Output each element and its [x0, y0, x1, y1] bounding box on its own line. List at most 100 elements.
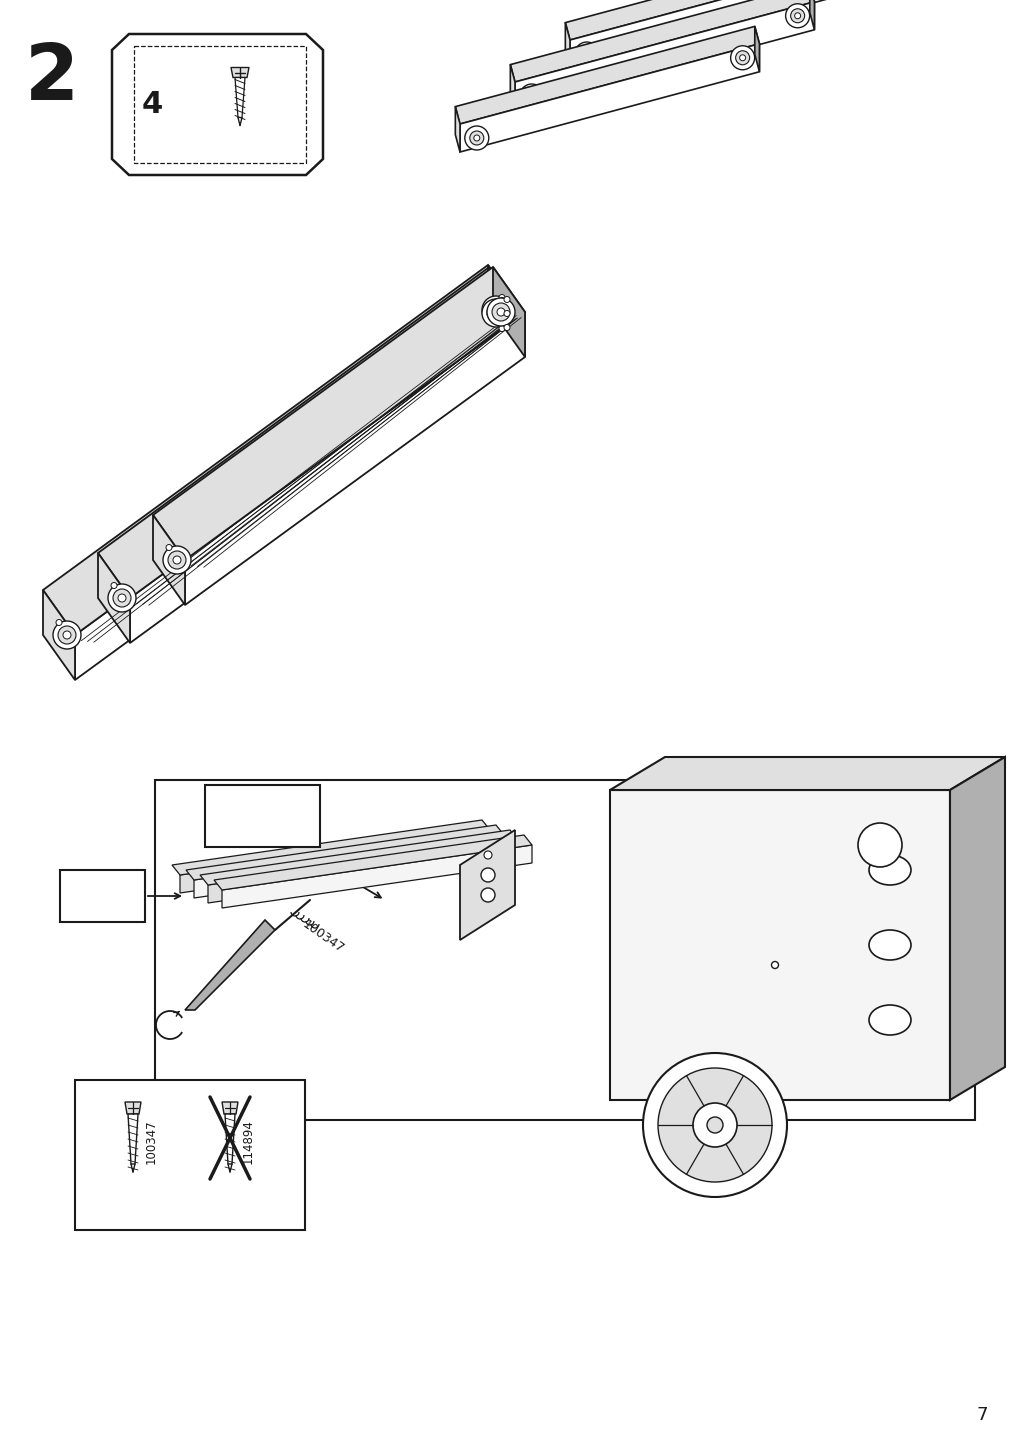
Circle shape: [790, 9, 804, 23]
Polygon shape: [809, 0, 814, 30]
Polygon shape: [153, 266, 525, 560]
Circle shape: [498, 298, 504, 304]
Text: 100347: 100347: [299, 918, 346, 957]
Circle shape: [583, 52, 589, 57]
Polygon shape: [455, 26, 758, 125]
Circle shape: [480, 888, 494, 902]
Circle shape: [58, 626, 76, 644]
Polygon shape: [180, 831, 489, 894]
Circle shape: [857, 823, 901, 866]
Polygon shape: [754, 26, 758, 72]
Text: CR: CR: [200, 871, 219, 885]
Polygon shape: [492, 266, 525, 357]
Polygon shape: [125, 1103, 141, 1114]
Polygon shape: [235, 77, 245, 117]
Circle shape: [739, 54, 745, 60]
Polygon shape: [185, 312, 525, 604]
Circle shape: [498, 322, 504, 328]
Circle shape: [579, 47, 593, 62]
Text: CR: CR: [80, 882, 125, 911]
Ellipse shape: [868, 855, 910, 885]
Circle shape: [481, 299, 510, 326]
Circle shape: [642, 1053, 787, 1197]
Circle shape: [53, 621, 81, 649]
Bar: [60, 871, 145, 922]
Polygon shape: [129, 314, 520, 643]
Circle shape: [166, 544, 172, 550]
Polygon shape: [112, 34, 323, 175]
Polygon shape: [515, 1, 814, 110]
Polygon shape: [487, 268, 520, 358]
Circle shape: [491, 304, 510, 321]
Polygon shape: [42, 590, 75, 680]
Bar: [75, 1080, 304, 1230]
Ellipse shape: [868, 929, 910, 959]
Text: 9x: 9x: [244, 799, 280, 828]
Polygon shape: [455, 106, 460, 152]
Circle shape: [496, 308, 504, 316]
Polygon shape: [75, 309, 520, 680]
Polygon shape: [200, 831, 518, 885]
Polygon shape: [949, 758, 1004, 1100]
Circle shape: [770, 961, 777, 968]
Polygon shape: [185, 919, 275, 1010]
Text: 100347: 100347: [236, 828, 288, 842]
Circle shape: [168, 551, 186, 569]
Circle shape: [464, 126, 488, 150]
Circle shape: [108, 584, 135, 611]
Circle shape: [735, 50, 749, 64]
Circle shape: [118, 594, 126, 601]
Circle shape: [486, 301, 504, 319]
Text: 100347: 100347: [145, 1120, 158, 1164]
Circle shape: [113, 589, 130, 607]
Circle shape: [574, 42, 599, 66]
Circle shape: [693, 1103, 736, 1147]
Circle shape: [794, 13, 800, 19]
Circle shape: [163, 546, 191, 574]
Polygon shape: [460, 44, 758, 152]
Circle shape: [63, 632, 71, 639]
Polygon shape: [153, 516, 185, 604]
Polygon shape: [487, 265, 520, 355]
Polygon shape: [569, 0, 868, 67]
Circle shape: [56, 620, 62, 626]
Polygon shape: [213, 835, 532, 891]
Circle shape: [486, 304, 504, 322]
Bar: [205, 785, 319, 846]
Circle shape: [480, 868, 494, 882]
Circle shape: [525, 89, 538, 103]
Circle shape: [707, 1117, 722, 1133]
Text: 114894: 114894: [242, 1120, 255, 1164]
Polygon shape: [221, 1103, 238, 1114]
Polygon shape: [98, 268, 520, 599]
Circle shape: [498, 295, 504, 301]
Polygon shape: [510, 0, 814, 82]
Polygon shape: [460, 831, 515, 939]
Polygon shape: [610, 758, 1004, 790]
Text: 4: 4: [142, 90, 163, 119]
Text: 7: 7: [976, 1406, 987, 1423]
Circle shape: [503, 296, 510, 302]
Text: 2: 2: [25, 40, 79, 116]
Circle shape: [657, 1068, 771, 1181]
Polygon shape: [565, 23, 569, 67]
Polygon shape: [172, 821, 489, 875]
Polygon shape: [224, 1114, 235, 1164]
Circle shape: [498, 325, 504, 331]
Circle shape: [173, 556, 181, 564]
Circle shape: [503, 311, 510, 316]
Circle shape: [491, 309, 499, 316]
Polygon shape: [510, 64, 515, 110]
Polygon shape: [565, 0, 868, 40]
Circle shape: [486, 298, 515, 326]
Polygon shape: [98, 553, 129, 643]
Circle shape: [111, 583, 117, 589]
Circle shape: [785, 4, 809, 27]
Circle shape: [498, 312, 504, 318]
Circle shape: [520, 84, 543, 107]
Circle shape: [503, 325, 510, 331]
Polygon shape: [194, 835, 503, 898]
Polygon shape: [221, 845, 532, 908]
Circle shape: [498, 308, 504, 315]
Circle shape: [473, 135, 479, 140]
